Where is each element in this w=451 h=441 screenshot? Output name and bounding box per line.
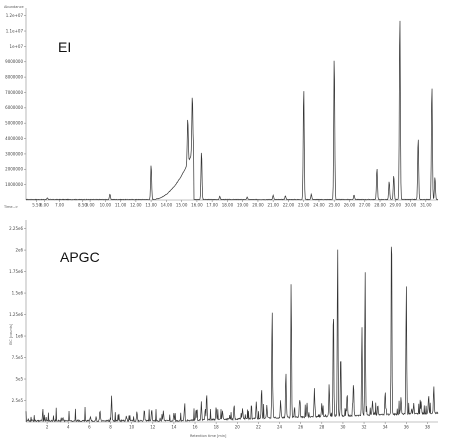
apgc-y-tick-label: 5e5 xyxy=(15,376,23,381)
apgc-y-tick-label: 1.25e6 xyxy=(9,312,23,317)
ei-trace-line xyxy=(25,20,439,201)
apgc-x-tick-label: 2 xyxy=(46,425,49,430)
apgc-y-tick-label: 2.5e5 xyxy=(12,398,24,403)
ei-panel-label: EI xyxy=(58,39,71,55)
apgc-y-tick-label: 1.75e6 xyxy=(9,269,23,274)
ei-y-tick-label: 8000000 xyxy=(5,75,23,80)
ei-y-tick-label: 2000000 xyxy=(5,167,23,172)
apgc-trace-line xyxy=(25,246,439,423)
apgc-panel-label: APGC xyxy=(60,249,100,265)
apgc-x-tick-label: 30 xyxy=(340,425,346,430)
ei-x-tick-label: 10.00 xyxy=(100,203,112,208)
ei-x-tick-label: 31.00 xyxy=(420,203,432,208)
ei-x-tick-label: 26.00 xyxy=(344,203,356,208)
apgc-x-tick-label: 34 xyxy=(383,425,389,430)
apgc-x-tick-label: 4 xyxy=(67,425,70,430)
apgc-xlabel: Retention time [min] xyxy=(190,434,227,438)
ei-y-tick-label: 4000000 xyxy=(5,136,23,141)
apgc-x-tick-label: 28 xyxy=(319,425,325,430)
ei-y-tick-label: 1e+07 xyxy=(10,44,24,49)
ei-y-tick-label: 3000000 xyxy=(5,151,23,156)
ei-x-tick-label: 14.00 xyxy=(161,203,173,208)
ei-y-tick-label: 5000000 xyxy=(5,121,23,126)
apgc-x-tick-label: 32 xyxy=(362,425,368,430)
ei-x-tick-label: 17.00 xyxy=(206,203,218,208)
apgc-y-tick-label: 7.5e5 xyxy=(12,355,24,360)
apgc-x-tick-label: 20 xyxy=(235,425,241,430)
ei-xlabel: Time--> xyxy=(3,205,18,209)
ei-y-tick-label: 1.2e+07 xyxy=(6,13,24,18)
ei-x-tick-label: 29.00 xyxy=(390,203,402,208)
ei-y-tick-label: 1.1e+07 xyxy=(6,28,24,33)
ei-x-tick-label: 22.00 xyxy=(283,203,295,208)
ei-trace-group xyxy=(25,20,439,201)
ei-x-tick-label: 15.00 xyxy=(176,203,188,208)
ei-x-tick-label: 13.00 xyxy=(145,203,157,208)
ei-x-tick-label: 30.00 xyxy=(405,203,417,208)
ei-x-tick-label: 12.00 xyxy=(130,203,142,208)
apgc-x-tick-label: 38 xyxy=(425,425,431,430)
ei-x-tick-label: 11.00 xyxy=(115,203,127,208)
ei-x-tick-label: 27.00 xyxy=(359,203,371,208)
apgc-axes: 2.25e6 2e6 1.75e6 1.5e6 1.25e6 1e6 7.5e5 5e5 2.5… xyxy=(9,220,438,430)
apgc-x-tick-label: 8 xyxy=(109,425,112,430)
ei-x-tick-label: 8.50 xyxy=(78,203,87,208)
ei-ylabel: Abundance xyxy=(4,5,24,9)
apgc-y-tick-label: 2e6 xyxy=(15,247,23,252)
ei-axes: 1.2e+07 1.1e+07 1e+07 9000000 8000000 7000000… xyxy=(5,8,438,208)
apgc-x-tick-label: 36 xyxy=(404,425,410,430)
apgc-x-tick-label: 22 xyxy=(256,425,262,430)
ei-x-tick-label: 24.00 xyxy=(313,203,325,208)
ei-x-tick-label: 21.00 xyxy=(267,203,279,208)
ei-x-tick-label: 25.00 xyxy=(329,203,341,208)
apgc-x-tick-label: 10 xyxy=(129,425,135,430)
apgc-x-tick-label: 26 xyxy=(298,425,304,430)
ei-y-tick-label: 9000000 xyxy=(5,59,23,64)
ei-x-tick-label: 23.00 xyxy=(298,203,310,208)
apgc-ylabel: EIC [counts] xyxy=(9,323,13,345)
apgc-x-tick-label: 12 xyxy=(150,425,156,430)
apgc-x-tick-label: 16 xyxy=(192,425,198,430)
ei-x-tick-label: 6.00 xyxy=(40,203,49,208)
apgc-y-tick-label: 1.5e6 xyxy=(12,290,24,295)
ei-y-tick-label: 6000000 xyxy=(5,105,23,110)
ei-x-tick-label: 19.00 xyxy=(237,203,249,208)
apgc-trace-group xyxy=(25,246,439,423)
apgc-panel: APGC EIC [counts] Retention time [min] 2… xyxy=(9,220,439,438)
ei-panel: Abundance EI Time--> 1.2e+07 1.1e+07 1e+07… xyxy=(3,5,439,209)
apgc-y-tick-label: 2.25e6 xyxy=(9,226,23,231)
ei-x-tick-label: 5.50 xyxy=(32,203,41,208)
ei-x-tick-label: 16.00 xyxy=(191,203,203,208)
apgc-x-tick-label: 6 xyxy=(88,425,91,430)
ei-x-tick-label: 20.00 xyxy=(252,203,264,208)
ei-x-tick-label: 7.00 xyxy=(55,203,64,208)
apgc-x-tick-label: 24 xyxy=(277,425,283,430)
ei-x-tick-label: 28.00 xyxy=(374,203,386,208)
apgc-y-tick-label: 1e6 xyxy=(15,333,23,338)
ei-y-tick-label: 7000000 xyxy=(5,90,23,95)
apgc-x-tick-label: 18 xyxy=(214,425,220,430)
apgc-x-tick-label: 14 xyxy=(171,425,177,430)
ei-x-tick-label: 18.00 xyxy=(222,203,234,208)
ei-y-tick-label: 1000000 xyxy=(5,182,23,187)
ei-x-tick-label: 9.00 xyxy=(86,203,95,208)
